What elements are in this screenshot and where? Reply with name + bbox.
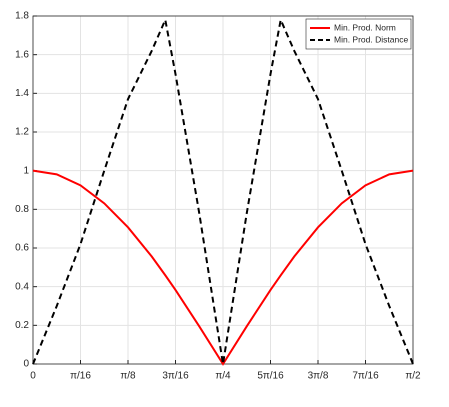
data-line — [32, 16, 414, 365]
x-tick-label: π/2 — [405, 371, 421, 382]
data-line — [32, 169, 414, 366]
legend-label: Min. Prod. Norm — [334, 22, 396, 32]
x-tick-label: π/4 — [215, 371, 231, 382]
y-tick-label: 0.2 — [15, 320, 29, 331]
x-tick-label: π/8 — [120, 371, 136, 382]
y-tick-label: 1.2 — [15, 127, 29, 138]
x-tick-label: 5π/16 — [257, 371, 284, 382]
y-tick-label: 1.4 — [15, 88, 29, 99]
x-tick-label: 7π/16 — [352, 371, 379, 382]
y-tick-label: 1.8 — [15, 11, 29, 22]
legend-label: Min. Prod. Distance — [334, 34, 408, 44]
x-tick-label: 0 — [30, 371, 36, 382]
y-tick-label: 1 — [23, 165, 29, 176]
x-tick-label: 3π/8 — [308, 371, 329, 382]
legend-box — [305, 18, 412, 50]
y-tick-label: 0.8 — [15, 204, 29, 215]
y-tick-label: 0 — [23, 359, 29, 370]
x-tick-label: 3π/16 — [162, 371, 189, 382]
y-tick-label: 0.6 — [15, 243, 29, 254]
x-tick-label: π/16 — [70, 371, 91, 382]
y-tick-label: 0.4 — [15, 281, 29, 292]
y-tick-label: 1.6 — [15, 49, 29, 60]
